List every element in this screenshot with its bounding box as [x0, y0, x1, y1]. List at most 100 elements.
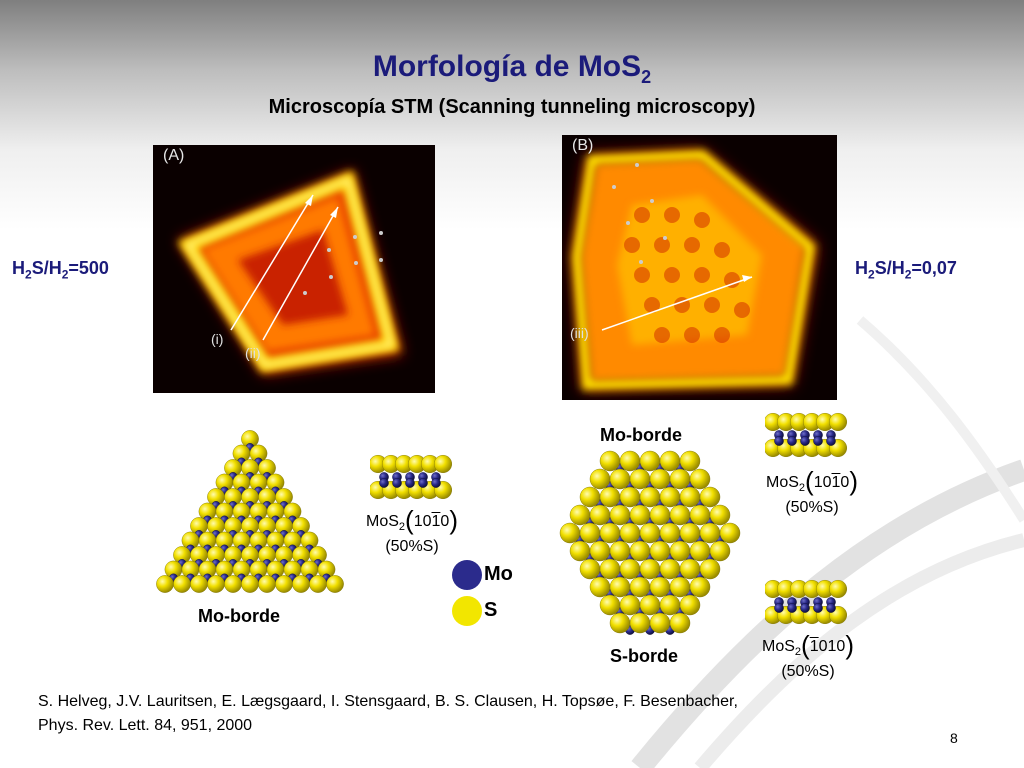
s-atom [589, 576, 611, 598]
s-atom [669, 612, 691, 634]
s-atom [689, 504, 711, 526]
s-atom [649, 576, 671, 598]
s-atom [619, 522, 641, 544]
s-atom [679, 450, 701, 472]
hexagon-top-label: Mo-borde [600, 425, 682, 445]
s-atom [589, 540, 611, 562]
s-atom [649, 540, 671, 562]
s-atom [669, 504, 691, 526]
s-atom [190, 575, 208, 593]
edge-slab-right-bottom [765, 579, 847, 625]
s-atom [326, 575, 344, 593]
s-atom [689, 576, 711, 598]
mo-atom [826, 603, 836, 613]
s-atom [433, 454, 452, 474]
s-atom [619, 558, 641, 580]
mo-atom [813, 436, 823, 446]
miller-label-right-bottom: MoS2(1010) (50%S) [762, 630, 854, 681]
stm-b-marker-iii: (iii) [570, 325, 589, 341]
s-atom [619, 486, 641, 508]
s-atom [659, 486, 681, 508]
s-atom [207, 575, 225, 593]
s-atom [639, 486, 661, 508]
s-atom [669, 540, 691, 562]
ratio-left: H2S/H2=500 [12, 258, 109, 282]
slide-subtitle: Microscopía STM (Scanning tunneling micr… [268, 96, 756, 118]
s-atom [599, 522, 621, 544]
s-atom [669, 576, 691, 598]
s-atom [679, 522, 701, 544]
s-atom [659, 558, 681, 580]
legend-mo-dot [452, 560, 482, 590]
s-atom [719, 522, 741, 544]
s-atom [579, 558, 601, 580]
slide-title: Morfología de MoS2 [372, 50, 652, 87]
mo-atom [774, 603, 784, 613]
s-atom [699, 522, 721, 544]
triangle-lattice [156, 430, 344, 593]
s-atom [156, 575, 174, 593]
mo-atom [405, 478, 415, 488]
ratio-right: H2S/H2=0,07 [855, 258, 957, 282]
reference: S. Helveg, J.V. Lauritsen, E. Lægsgaard,… [38, 690, 978, 738]
s-atom [619, 450, 641, 472]
s-atom [689, 468, 711, 490]
mo-atom [774, 436, 784, 446]
stm-a-marker-ii: (ii) [245, 345, 261, 361]
s-atom [629, 504, 651, 526]
legend-s-label: S [484, 599, 498, 621]
edge-slab-left [370, 454, 452, 500]
s-atom [649, 468, 671, 490]
s-atom [649, 504, 671, 526]
s-atom [709, 504, 731, 526]
s-atom [709, 540, 731, 562]
s-atom [659, 594, 681, 616]
s-atom [828, 579, 847, 599]
s-atom [224, 575, 242, 593]
s-atom [619, 594, 641, 616]
mo-atom [392, 478, 402, 488]
s-atom [569, 540, 591, 562]
stm-image-a: (A) (i) (ii) [153, 145, 435, 393]
s-atom [569, 504, 591, 526]
mo-atom [813, 603, 823, 613]
s-atom [589, 468, 611, 490]
s-atom [679, 558, 701, 580]
s-atom [639, 558, 661, 580]
s-atom [599, 450, 621, 472]
s-atom [629, 612, 651, 634]
s-atom [599, 486, 621, 508]
s-atom [659, 450, 681, 472]
mo-atom [379, 478, 389, 488]
s-atom [599, 594, 621, 616]
mo-atom [787, 603, 797, 613]
s-atom [609, 540, 631, 562]
reference-line-2: Phys. Rev. Lett. 84, 951, 2000 [38, 717, 253, 734]
legend-s-dot [452, 596, 482, 626]
page-number: 8 [950, 730, 958, 746]
mo-atom [826, 436, 836, 446]
s-atom [639, 522, 661, 544]
s-atom [679, 486, 701, 508]
s-atom [589, 504, 611, 526]
s-atom [639, 594, 661, 616]
s-atom [689, 540, 711, 562]
stm-image-b: (B) (iii) [562, 135, 837, 400]
s-atom [258, 575, 276, 593]
mo-atom [787, 436, 797, 446]
stm-a-marker-i: (i) [211, 331, 224, 347]
s-atom [679, 594, 701, 616]
s-atom [292, 575, 310, 593]
s-atom [609, 504, 631, 526]
s-atom [559, 522, 581, 544]
s-atom [699, 558, 721, 580]
s-atom [659, 522, 681, 544]
stm-b-label: (B) [572, 137, 594, 154]
s-atom [609, 576, 631, 598]
edge-slab-right-top [765, 412, 847, 458]
s-atom [609, 612, 631, 634]
hexagon-lattice [559, 450, 741, 635]
mo-atom [800, 603, 810, 613]
s-atom [828, 412, 847, 432]
mo-atom [800, 436, 810, 446]
